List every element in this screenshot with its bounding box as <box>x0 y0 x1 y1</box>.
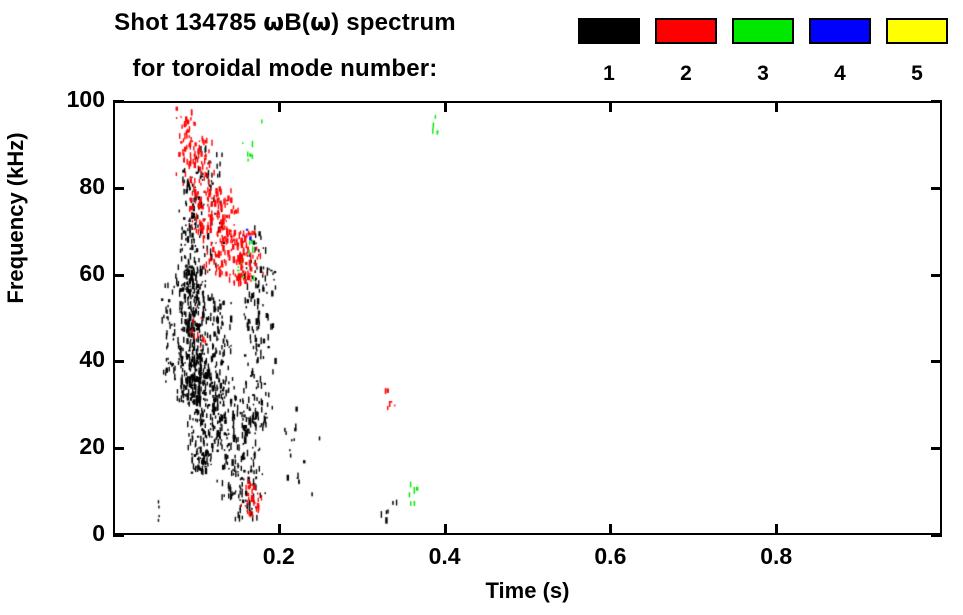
y-axis-tick <box>113 100 124 103</box>
title-text-part1: Shot 134785 <box>114 9 264 36</box>
x-axis-tick-top <box>277 101 281 112</box>
x-axis-tick <box>443 524 447 535</box>
y-axis-tick <box>113 534 124 537</box>
y-tick-label: 40 <box>79 346 105 373</box>
y-tick-label: 60 <box>79 259 105 286</box>
legend-label-1: 1 <box>603 62 615 85</box>
legend-swatch-1 <box>578 18 640 44</box>
y-tick-label: 0 <box>92 520 105 546</box>
x-axis-tick <box>277 524 281 535</box>
y-axis-tick-right <box>931 534 942 537</box>
title-text-part3: ) spectrum <box>331 9 456 36</box>
legend-label-3: 3 <box>757 62 769 85</box>
legend-label-4: 4 <box>834 62 846 85</box>
x-axis-tick <box>775 524 779 535</box>
omega-symbol-1: ω <box>263 8 285 36</box>
legend-label-2: 2 <box>680 62 692 85</box>
y-tick-label: 100 <box>66 86 105 112</box>
y-tick-label: 20 <box>79 433 105 460</box>
y-axis-tick-right <box>931 273 942 277</box>
chart-title-line2: for toroidal mode number: <box>132 55 438 82</box>
x-tick-label: 0.8 <box>760 543 793 569</box>
y-axis-tick <box>113 273 124 277</box>
legend-swatch-3 <box>732 18 794 44</box>
spectrogram-canvas <box>115 103 940 533</box>
x-axis-tick <box>609 524 613 535</box>
legend-label-5: 5 <box>911 62 923 85</box>
y-tick-label: 80 <box>79 172 105 199</box>
legend-swatch-5 <box>886 18 948 44</box>
x-axis-tick-top <box>443 101 447 112</box>
x-axis-tick-top <box>775 101 779 112</box>
x-tick-label: 0.4 <box>428 543 461 569</box>
legend-swatch-4 <box>809 18 871 44</box>
y-axis-label: Frequency (kHz) <box>3 132 28 304</box>
plot-area <box>113 101 942 535</box>
y-axis-tick <box>113 186 124 190</box>
legend-swatch-2 <box>655 18 717 44</box>
y-axis-tick <box>113 447 124 451</box>
x-axis-label: Time (s) <box>485 578 570 603</box>
y-axis-tick-right <box>931 447 942 451</box>
y-axis-tick-right <box>931 360 942 364</box>
legend: 1 2 3 4 5 <box>578 10 963 90</box>
y-axis-tick-right <box>931 100 942 103</box>
x-tick-label: 0.6 <box>594 543 627 569</box>
omega-symbol-2: ω <box>310 8 332 36</box>
x-axis-tick-top <box>609 101 613 112</box>
y-axis-tick-right <box>931 186 942 190</box>
y-axis-tick <box>113 360 124 364</box>
chart-title-line1: Shot 134785 ωB(ω) spectrum <box>0 8 570 37</box>
x-tick-label: 0.2 <box>262 543 295 569</box>
title-text-part2: B( <box>284 9 311 36</box>
